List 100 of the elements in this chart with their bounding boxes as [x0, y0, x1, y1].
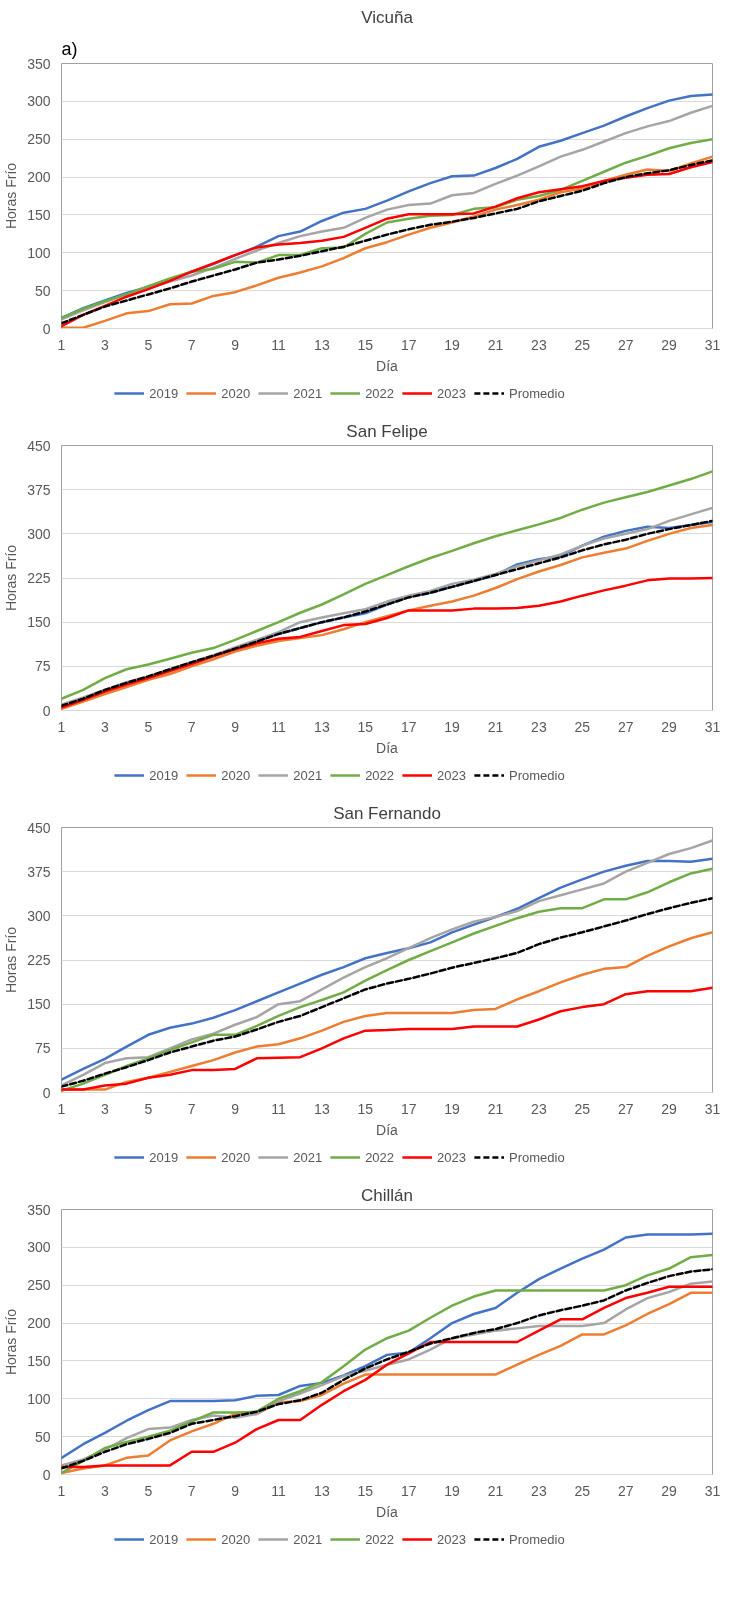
x-tick-label: 27 — [617, 1100, 634, 1117]
x-tick-label: 21 — [487, 1100, 504, 1117]
legend-label: Promedio — [508, 1149, 565, 1165]
x-tick-label: 7 — [187, 1482, 196, 1499]
y-tick-label: 100 — [27, 1390, 51, 1407]
y-tick-label: 0 — [42, 702, 51, 719]
x-axis-title: Día — [376, 1121, 399, 1138]
y-tick-label: 50 — [34, 1428, 51, 1445]
x-tick-label: 13 — [314, 718, 330, 735]
y-tick-label: 225 — [27, 570, 51, 586]
x-tick-label: 29 — [661, 1482, 678, 1499]
y-axis-title: Horas Frío — [3, 544, 20, 612]
legend-label: 2023 — [437, 385, 466, 401]
x-axis-title: Día — [376, 1503, 399, 1520]
legend-label: 2019 — [149, 767, 179, 783]
x-tick-label: 13 — [314, 1100, 330, 1117]
y-tick-label: 150 — [27, 206, 51, 223]
x-axis-title: Día — [376, 739, 399, 756]
x-tick-label: 29 — [661, 1100, 678, 1117]
x-tick-label: 13 — [314, 336, 330, 353]
y-tick-label: 200 — [27, 1315, 51, 1332]
legend-label: 2022 — [365, 1149, 395, 1165]
x-axis-title: Día — [376, 357, 399, 374]
x-tick-label: 27 — [617, 718, 634, 735]
x-tick-label: 9 — [231, 1100, 240, 1117]
x-tick-label: 25 — [574, 1100, 591, 1117]
x-tick-label: 23 — [531, 1100, 547, 1117]
y-tick-label: 200 — [27, 169, 51, 186]
legend-label: 2019 — [149, 385, 179, 401]
y-tick-label: 375 — [27, 481, 51, 498]
x-tick-label: 19 — [444, 336, 461, 353]
y-axis-title: Horas Frío — [3, 1308, 20, 1376]
x-tick-label: 23 — [531, 1482, 547, 1499]
chart-title: Vicuña — [361, 7, 414, 27]
y-tick-label: 0 — [42, 1084, 51, 1101]
x-tick-label: 23 — [531, 336, 547, 353]
x-tick-label: 3 — [101, 336, 110, 353]
legend-label: Promedio — [508, 1531, 565, 1547]
y-tick-label: 250 — [27, 1277, 51, 1294]
x-tick-label: 13 — [314, 1482, 330, 1499]
x-tick-label: 11 — [271, 336, 286, 353]
y-tick-label: 450 — [27, 437, 51, 454]
x-tick-label: 3 — [101, 718, 110, 735]
x-tick-label: 15 — [357, 718, 374, 735]
y-tick-label: 50 — [34, 282, 51, 299]
legend-label: Promedio — [508, 767, 565, 783]
y-tick-label: 150 — [27, 1352, 51, 1369]
x-tick-label: 25 — [574, 718, 591, 735]
y-tick-label: 75 — [34, 1040, 51, 1057]
legend-label: 2023 — [437, 767, 466, 783]
x-tick-label: 15 — [357, 1482, 374, 1499]
legend-label: 2021 — [293, 1531, 323, 1547]
y-tick-label: 150 — [27, 996, 51, 1013]
x-tick-label: 17 — [400, 718, 417, 735]
y-tick-label: 0 — [42, 1466, 51, 1483]
legend-label: 2023 — [437, 1149, 466, 1165]
chart-title: Chillán — [361, 1185, 413, 1205]
legend-label: 2022 — [365, 1531, 395, 1547]
y-tick-label: 150 — [27, 614, 51, 631]
y-tick-label: 350 — [27, 1201, 51, 1218]
legend-label: 2021 — [293, 1149, 323, 1165]
x-tick-label: 1 — [57, 718, 66, 735]
y-tick-label: 225 — [27, 952, 51, 968]
y-tick-label: 75 — [34, 658, 51, 675]
x-tick-label: 5 — [144, 718, 153, 735]
x-tick-label: 23 — [531, 718, 547, 735]
text: a) — [61, 38, 78, 59]
x-tick-label: 15 — [357, 1100, 374, 1117]
x-tick-label: 17 — [400, 1482, 417, 1499]
y-tick-label: 300 — [27, 907, 51, 924]
x-tick-label: 7 — [187, 1100, 196, 1117]
x-tick-label: 19 — [444, 1482, 461, 1499]
x-tick-label: 5 — [144, 1482, 153, 1499]
legend-label: 2020 — [221, 767, 251, 783]
x-tick-label: 15 — [357, 336, 374, 353]
y-tick-label: 375 — [27, 863, 51, 880]
x-tick-label: 5 — [144, 336, 153, 353]
x-tick-label: 17 — [400, 1100, 417, 1117]
chart-title: San Felipe — [346, 421, 428, 441]
x-tick-label: 11 — [271, 1100, 286, 1117]
y-axis-title: Horas Frío — [3, 162, 20, 230]
legend-label: 2020 — [221, 1149, 251, 1165]
x-tick-label: 17 — [400, 336, 417, 353]
x-tick-label: 1 — [57, 1100, 66, 1117]
x-tick-label: 9 — [231, 336, 240, 353]
legend-label: 2023 — [437, 1531, 466, 1547]
x-tick-label: 19 — [444, 718, 461, 735]
x-tick-label: 5 — [144, 1100, 153, 1117]
legend-label: 2020 — [221, 1531, 251, 1547]
y-tick-label: 300 — [27, 1239, 51, 1256]
x-tick-label: 3 — [101, 1482, 110, 1499]
x-tick-label: 21 — [487, 718, 504, 735]
legend-label: Promedio — [508, 385, 565, 401]
x-tick-label: 27 — [617, 1482, 634, 1499]
x-tick-label: 25 — [574, 1482, 591, 1499]
y-tick-label: 0 — [42, 320, 51, 337]
x-tick-label: 3 — [101, 1100, 110, 1117]
x-tick-label: 21 — [487, 336, 504, 353]
x-tick-label: 25 — [574, 336, 591, 353]
line-series — [61, 986, 713, 1091]
